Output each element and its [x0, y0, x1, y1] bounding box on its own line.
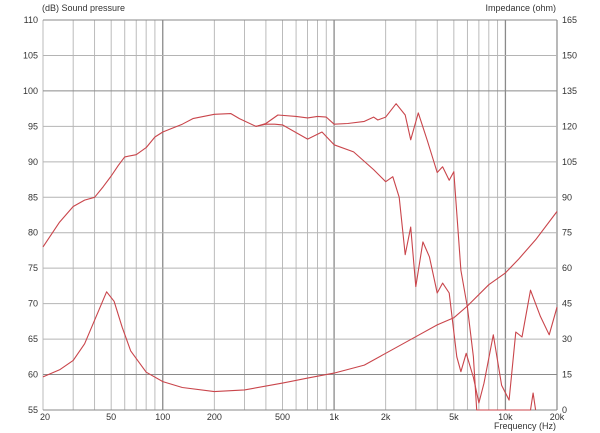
y-left-tick-label: 55 — [28, 405, 38, 415]
x-tick-label: 5k — [449, 412, 459, 422]
y-left-tick-label: 95 — [28, 121, 38, 131]
x-tick-label: 2k — [381, 412, 391, 422]
y-right-tick-label: 0 — [562, 405, 567, 415]
y-right-tick-label: 15 — [562, 370, 572, 380]
right-axis-title: Impedance (ohm) — [485, 3, 556, 13]
y-right-tick-label: 45 — [562, 299, 572, 309]
curves — [42, 103, 558, 411]
x-tick-label: 50 — [106, 412, 116, 422]
y-left-tick-label: 100 — [23, 86, 38, 96]
y-right-tick-label: 120 — [562, 121, 577, 131]
y-left-tick-label: 60 — [28, 370, 38, 380]
x-tick-label: 500 — [275, 412, 290, 422]
x-tick-label: 10k — [498, 412, 513, 422]
y-right-tick-label: 90 — [562, 192, 572, 202]
x-axis-title: Frequency (Hz) — [494, 421, 556, 431]
y-right-tick-label: 105 — [562, 157, 577, 167]
x-tick-label: 20k — [550, 412, 565, 422]
x-tick-label: 200 — [207, 412, 222, 422]
x-tick-label: 20 — [40, 412, 50, 422]
y-right-tick-label: 165 — [562, 15, 577, 25]
y-right-tick-label: 135 — [562, 86, 577, 96]
y-left-tick-label: 65 — [28, 334, 38, 344]
impedance-curve — [42, 211, 558, 393]
left-axis-title: (dB) Sound pressure — [42, 3, 125, 13]
y-left-tick-label: 70 — [28, 299, 38, 309]
y-right-tick-label: 150 — [562, 50, 577, 60]
y-left-tick-label: 85 — [28, 192, 38, 202]
x-tick-label: 100 — [155, 412, 170, 422]
sound-pressure-curve-2 — [255, 123, 558, 404]
y-right-tick-label: 60 — [562, 263, 572, 273]
grid — [42, 19, 558, 411]
y-right-tick-label: 30 — [562, 334, 572, 344]
x-tick-label: 1k — [329, 412, 339, 422]
y-left-tick-label: 110 — [24, 15, 38, 25]
y-right-tick-label: 75 — [562, 228, 572, 238]
y-left-tick-label: 80 — [28, 228, 38, 238]
sound-pressure-curve-1 — [42, 103, 537, 411]
y-left-tick-label: 75 — [28, 263, 38, 273]
y-left-tick-label: 105 — [23, 50, 38, 60]
y-left-tick-label: 90 — [28, 157, 38, 167]
